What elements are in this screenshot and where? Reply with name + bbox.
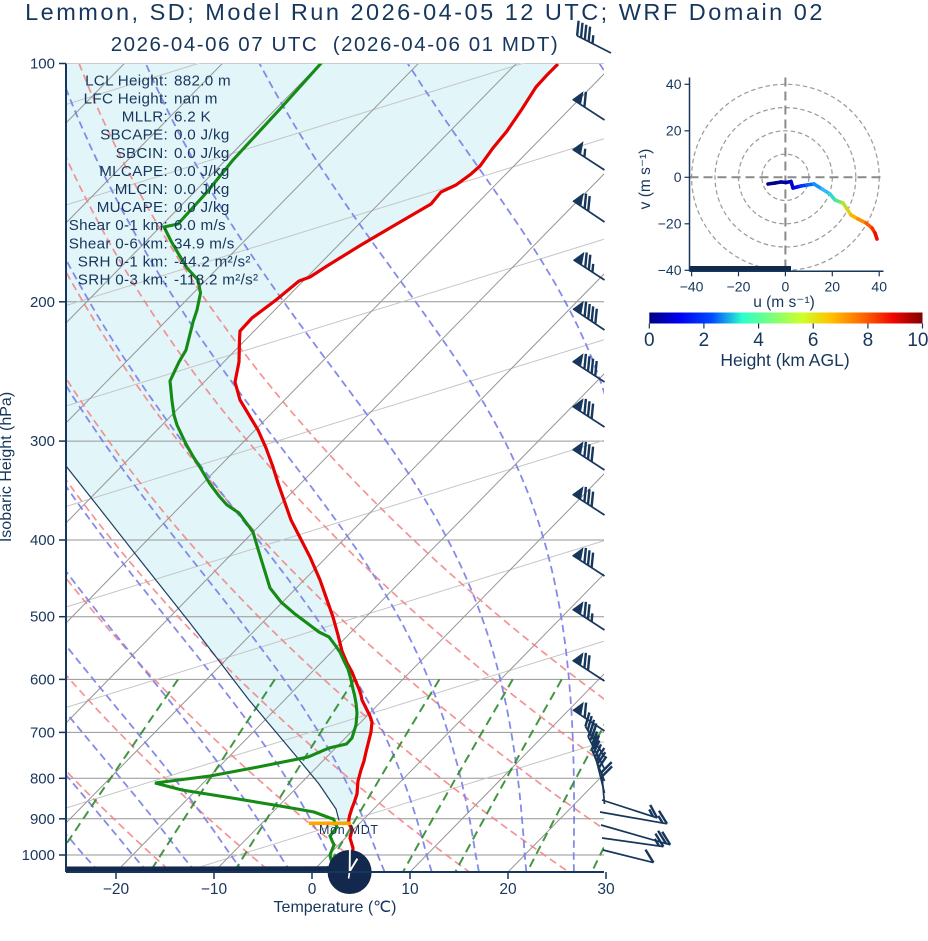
svg-text:300: 300 — [30, 433, 55, 450]
svg-text:6.2 K: 6.2 K — [174, 109, 211, 126]
svg-text:500: 500 — [30, 609, 55, 626]
svg-text:MLLR:: MLLR: — [122, 109, 168, 126]
svg-text:nan m: nan m — [174, 91, 218, 108]
svg-text:−40: −40 — [658, 262, 682, 278]
svg-text:SRH 0-3 km:: SRH 0-3 km: — [78, 272, 168, 289]
svg-text:−20: −20 — [727, 278, 751, 294]
svg-text:0: 0 — [644, 330, 655, 351]
svg-text:LFC Height:: LFC Height: — [84, 91, 168, 108]
svg-text:LCL Height:: LCL Height: — [85, 72, 168, 89]
svg-text:10: 10 — [401, 881, 419, 898]
svg-text:1000: 1000 — [22, 847, 55, 864]
svg-text:-44.2 m²/s²: -44.2 m²/s² — [174, 253, 251, 270]
svg-text:2: 2 — [699, 330, 710, 351]
svg-text:0: 0 — [782, 278, 790, 294]
svg-text:6.0 m/s: 6.0 m/s — [174, 217, 226, 234]
svg-text:0.0 J/kg: 0.0 J/kg — [174, 181, 230, 198]
svg-text:882.0 m: 882.0 m — [174, 72, 231, 89]
svg-text:MUCAPE:: MUCAPE: — [97, 199, 168, 216]
svg-text:MLCIN:: MLCIN: — [115, 181, 168, 198]
svg-text:-118.2 m²/s²: -118.2 m²/s² — [174, 272, 258, 289]
svg-text:100: 100 — [30, 56, 55, 73]
svg-text:v (m s⁻¹): v (m s⁻¹) — [637, 149, 654, 210]
svg-text:20: 20 — [499, 881, 517, 898]
svg-text:20: 20 — [825, 278, 841, 294]
svg-text:200: 200 — [30, 294, 55, 311]
svg-text:40: 40 — [871, 278, 887, 294]
svg-text:34.9 m/s: 34.9 m/s — [174, 235, 235, 252]
svg-text:Lemmon, SD; Model Run 2026-04-: Lemmon, SD; Model Run 2026-04-05 12 UTC;… — [25, 0, 825, 25]
svg-text:MLCAPE:: MLCAPE: — [99, 163, 168, 180]
svg-text:800: 800 — [30, 770, 55, 787]
svg-text:SRH 0-1 km:: SRH 0-1 km: — [78, 253, 168, 270]
svg-text:700: 700 — [30, 724, 55, 741]
svg-text:0: 0 — [674, 169, 682, 185]
svg-text:−10: −10 — [201, 881, 228, 898]
svg-text:−40: −40 — [680, 278, 704, 294]
svg-text:10: 10 — [907, 330, 928, 351]
svg-text:600: 600 — [30, 671, 55, 688]
svg-text:900: 900 — [30, 811, 55, 828]
svg-text:2026-04-06 07 UTC (2026-04-06: 2026-04-06 07 UTC (2026-04-06 01 MDT) — [111, 33, 560, 56]
svg-text:6: 6 — [808, 330, 819, 351]
svg-text:40: 40 — [666, 76, 682, 92]
svg-text:0.0 J/kg: 0.0 J/kg — [174, 127, 230, 144]
svg-text:Shear 0-6 km:: Shear 0-6 km: — [69, 235, 168, 252]
svg-text:Mon MDT: Mon MDT — [319, 823, 379, 837]
svg-text:SBCAPE:: SBCAPE: — [100, 127, 168, 144]
svg-text:Temperature (℃): Temperature (℃) — [274, 899, 397, 916]
svg-text:Height (km AGL): Height (km AGL) — [720, 350, 849, 370]
svg-text:−20: −20 — [658, 215, 682, 231]
svg-text:0.0 J/kg: 0.0 J/kg — [174, 163, 230, 180]
svg-text:Shear 0-1 km:: Shear 0-1 km: — [69, 217, 168, 234]
svg-text:20: 20 — [666, 122, 682, 138]
svg-text:0.0 J/kg: 0.0 J/kg — [174, 199, 230, 216]
svg-text:30: 30 — [597, 881, 615, 898]
svg-text:−20: −20 — [103, 881, 130, 898]
svg-text:u (m s⁻¹): u (m s⁻¹) — [753, 294, 815, 311]
svg-text:0.0 J/kg: 0.0 J/kg — [174, 145, 230, 162]
svg-text:0: 0 — [308, 881, 317, 898]
svg-text:4: 4 — [753, 330, 764, 351]
svg-text:400: 400 — [30, 532, 55, 549]
svg-text:Isobaric Height (hPa): Isobaric Height (hPa) — [0, 392, 15, 542]
svg-text:SBCIN:: SBCIN: — [116, 145, 168, 162]
svg-text:8: 8 — [863, 330, 874, 351]
